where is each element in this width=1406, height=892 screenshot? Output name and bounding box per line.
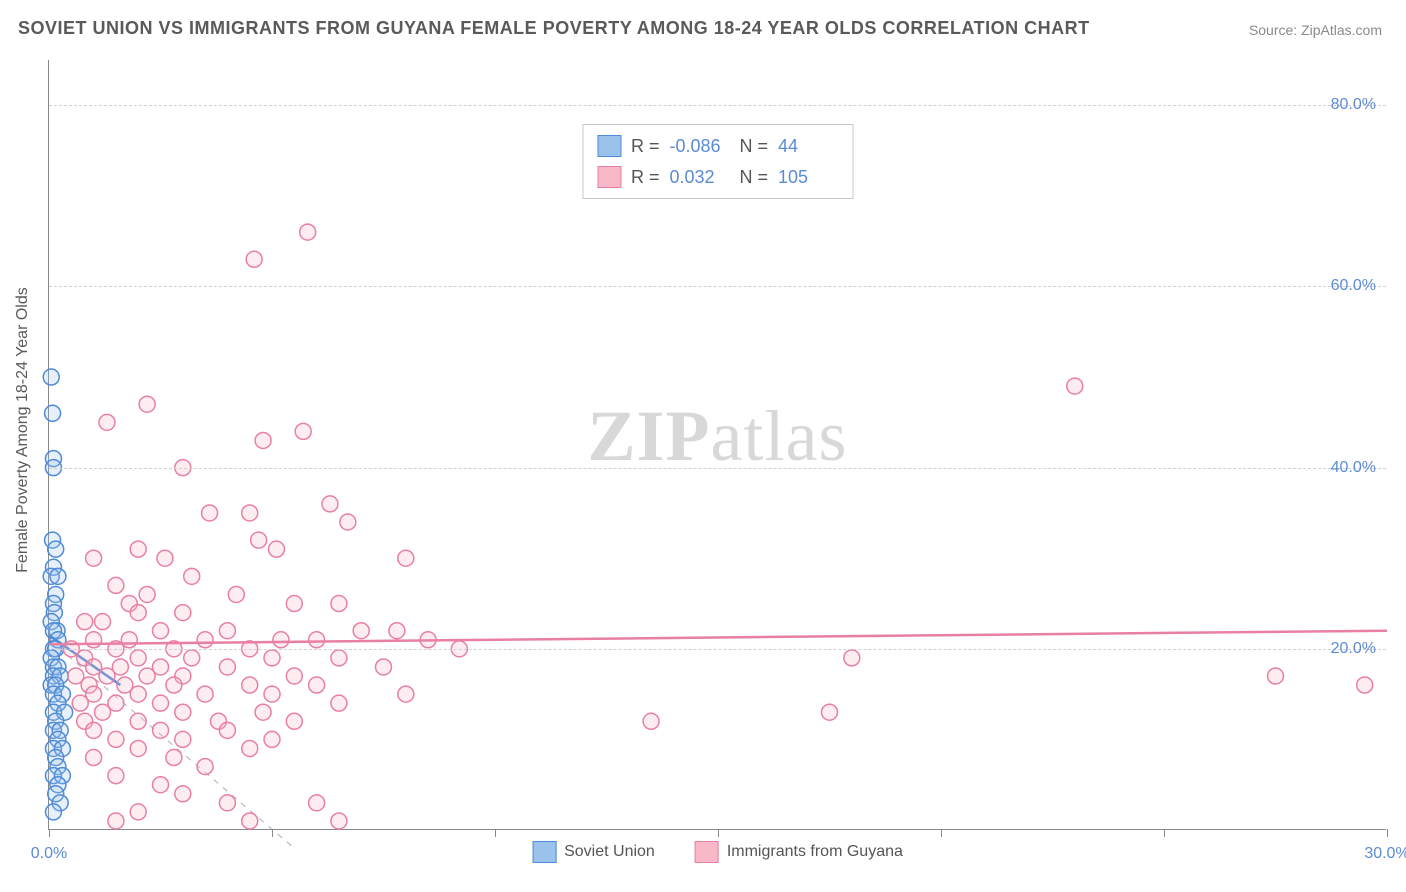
y-tick-label: 40.0% [1331,459,1376,477]
n-label-2: N = [740,162,769,193]
r-label-2: R = [631,162,660,193]
legend-item-guyana: Immigrants from Guyana [695,841,903,863]
legend-label-soviet: Soviet Union [564,843,655,861]
legend-item-soviet: Soviet Union [532,841,655,863]
swatch-guyana [597,166,621,188]
plot-area: ZIPatlas R = -0.086 N = 44 R = 0.032 N =… [48,60,1386,830]
legend-swatch-soviet [532,841,556,863]
swatch-soviet [597,135,621,157]
legend-swatch-guyana [695,841,719,863]
y-tick-label: 60.0% [1331,277,1376,295]
x-tick-label: 30.0% [1364,845,1406,863]
r-label: R = [631,131,660,162]
y-tick-label: 20.0% [1331,640,1376,658]
r-value-guyana: 0.032 [670,162,730,193]
corr-row-soviet: R = -0.086 N = 44 [597,131,838,162]
correlation-box: R = -0.086 N = 44 R = 0.032 N = 105 [582,124,853,199]
n-value-guyana: 105 [778,162,838,193]
legend-bottom: Soviet Union Immigrants from Guyana [532,841,903,863]
n-label: N = [740,131,769,162]
x-tick-label: 0.0% [31,845,67,863]
legend-label-guyana: Immigrants from Guyana [727,843,903,861]
corr-row-guyana: R = 0.032 N = 105 [597,162,838,193]
r-value-soviet: -0.086 [670,131,730,162]
source-attribution: Source: ZipAtlas.com [1249,22,1382,38]
chart-container: SOVIET UNION VS IMMIGRANTS FROM GUYANA F… [0,0,1406,892]
chart-title: SOVIET UNION VS IMMIGRANTS FROM GUYANA F… [18,18,1090,39]
n-value-soviet: 44 [778,131,838,162]
y-axis-title: Female Poverty Among 18-24 Year Olds [14,287,32,573]
y-tick-label: 80.0% [1331,96,1376,114]
